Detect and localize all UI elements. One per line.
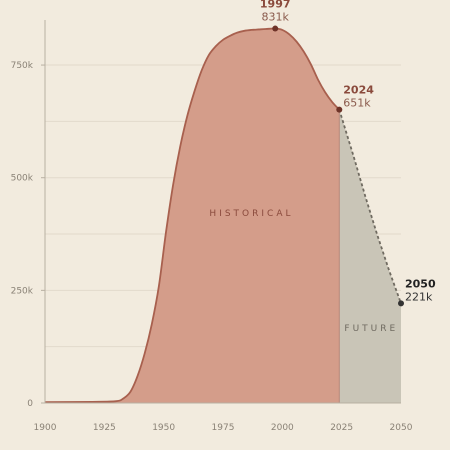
axes bbox=[44, 20, 401, 404]
area-layer bbox=[44, 27, 402, 404]
x-tick-label: 1950 bbox=[152, 423, 175, 433]
x-tick-label: 2025 bbox=[330, 423, 353, 433]
annotation-dot bbox=[336, 106, 343, 113]
region-label: FUTURE bbox=[344, 324, 398, 334]
x-tick-label: 2000 bbox=[271, 423, 294, 433]
x-tick-label: 1975 bbox=[212, 423, 235, 433]
x-tick-label: 1900 bbox=[34, 423, 57, 433]
annotation-dot bbox=[272, 25, 279, 32]
annotation-year: 1997 bbox=[260, 0, 291, 11]
series-area-0 bbox=[45, 28, 340, 403]
series-line-1 bbox=[338, 109, 402, 304]
annotation-value: 831k bbox=[262, 11, 290, 24]
region-label: HISTORICAL bbox=[209, 209, 293, 219]
y-tick-label: 750k bbox=[11, 61, 34, 71]
series-line-0 bbox=[44, 27, 340, 403]
x-tick-label: 2050 bbox=[390, 423, 413, 433]
annotation-value: 221k bbox=[405, 290, 433, 303]
y-tick-label: 0 bbox=[27, 399, 33, 409]
series-area-1 bbox=[339, 109, 401, 404]
tick-labels: 0 250k 500k 750k 1900 1925 1950 1975 2000 2025 205… bbox=[11, 61, 413, 433]
y-tick-label: 500k bbox=[11, 174, 34, 184]
y-tick-label: 250k bbox=[11, 286, 34, 296]
annotation-year: 2050 bbox=[405, 277, 436, 290]
annotation-dot bbox=[398, 300, 404, 307]
region-labels: HISTORICAL FUTURE bbox=[209, 209, 398, 334]
annotation-value: 651k bbox=[343, 97, 371, 110]
x-tick-label: 1925 bbox=[93, 423, 116, 433]
annotation-year: 2024 bbox=[343, 84, 374, 97]
